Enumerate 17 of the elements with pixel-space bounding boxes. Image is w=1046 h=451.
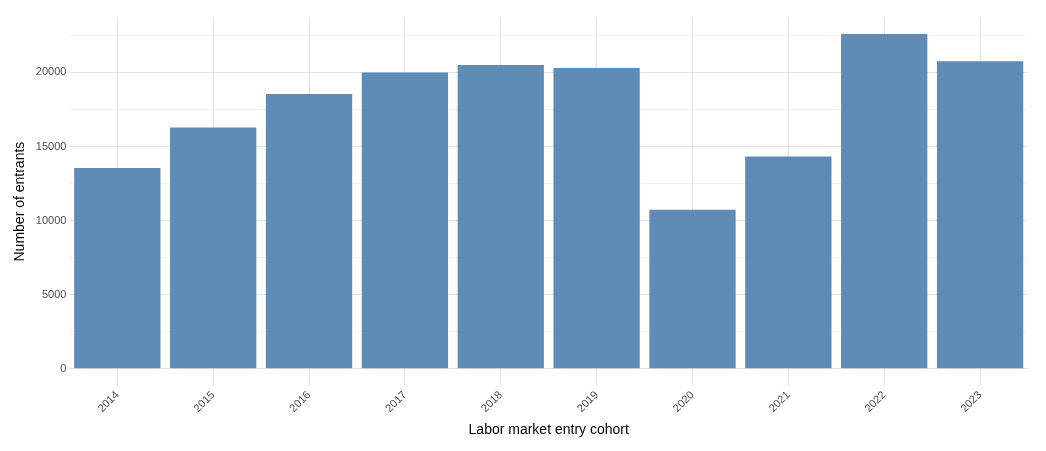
- bar: [745, 156, 832, 369]
- bar: [936, 61, 1024, 369]
- y-tick-label: 5000: [41, 287, 67, 300]
- bar: [553, 67, 640, 369]
- bar: [841, 34, 928, 369]
- y-tick-label: 10000: [35, 213, 67, 226]
- y-tick-label: 0: [60, 361, 67, 374]
- y-axis-title: Number of entrants: [11, 141, 28, 262]
- bar: [74, 168, 161, 369]
- x-axis-title: Labor market entry cohort: [468, 421, 629, 438]
- bar: [361, 72, 449, 369]
- y-tick-label: 15000: [35, 139, 67, 152]
- bar: [265, 93, 353, 369]
- y-tick-label: 20000: [35, 65, 67, 78]
- bar: [457, 65, 544, 369]
- bar: [649, 209, 736, 369]
- bar: [170, 127, 257, 369]
